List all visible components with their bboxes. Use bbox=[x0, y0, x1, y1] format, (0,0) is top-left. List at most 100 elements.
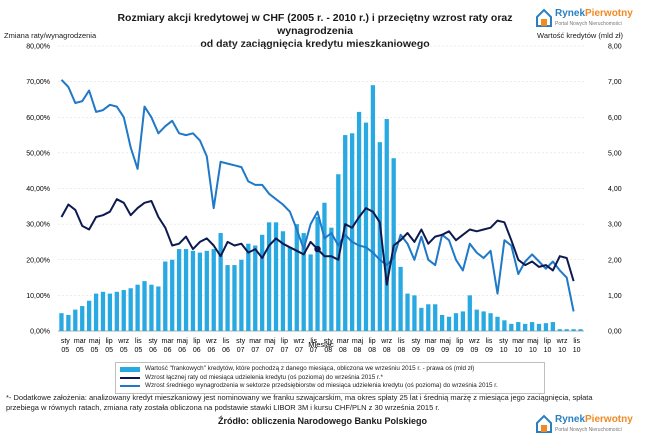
bar bbox=[516, 322, 521, 331]
x-tick-month: wrz bbox=[380, 338, 392, 345]
x-axis-ticks: sty05mar05maj05lip05wrz05lis05sty06mar06… bbox=[61, 338, 581, 354]
legend-swatch-installment bbox=[120, 376, 140, 379]
bar bbox=[59, 313, 64, 331]
left-axis-ticks: 0,00% 10,00% 20,00% 30,00% 40,00% 50,00% 60,00… bbox=[26, 44, 50, 336]
x-tick-year: 10 bbox=[544, 347, 552, 354]
x-tick-year: 10 bbox=[529, 347, 537, 354]
legend-label-installment: Wzrost łącznej raty od miesiąca udzielen… bbox=[145, 373, 383, 381]
right-tick-label: 6,00 bbox=[608, 115, 622, 122]
x-tick-month: mar bbox=[249, 338, 262, 345]
bar bbox=[190, 250, 196, 331]
bar bbox=[176, 249, 182, 331]
bar bbox=[301, 233, 306, 331]
bar bbox=[336, 174, 341, 331]
x-tick-month: wrz bbox=[556, 338, 568, 345]
logo-tagline-bottom: Portal Nowych Nieruchomości bbox=[555, 427, 622, 433]
bar bbox=[481, 311, 486, 331]
x-tick-month: lis bbox=[135, 338, 142, 345]
x-tick-year: 08 bbox=[324, 347, 332, 354]
bar bbox=[384, 119, 389, 331]
x-tick-month: mar bbox=[425, 338, 438, 345]
x-tick-month: maj bbox=[352, 338, 364, 345]
x-tick-year: 06 bbox=[222, 347, 230, 354]
legend-label-bars: Wartość "frankowych" kredytów, które poc… bbox=[145, 365, 475, 372]
bar bbox=[121, 290, 126, 331]
bar bbox=[280, 231, 286, 331]
x-tick-year: 09 bbox=[485, 347, 493, 354]
right-tick-label: 4,00 bbox=[608, 186, 622, 193]
bar bbox=[170, 259, 175, 331]
bar bbox=[564, 329, 569, 331]
x-tick-year: 09 bbox=[412, 347, 420, 354]
left-tick-label: 50,00% bbox=[26, 150, 50, 157]
x-tick-month: lis bbox=[310, 338, 317, 345]
bar bbox=[495, 316, 500, 331]
x-tick-month: wrz bbox=[117, 338, 129, 345]
chart-canvas: 0,00% 10,00% 20,00% 30,00% 40,00% 50,00% 60,00… bbox=[26, 44, 622, 355]
x-tick-year: 08 bbox=[397, 347, 405, 354]
bar bbox=[329, 227, 334, 331]
right-tick-label: 1,00 bbox=[608, 293, 622, 300]
x-tick-year: 10 bbox=[500, 347, 508, 354]
bar bbox=[211, 249, 216, 331]
left-tick-label: 60,00% bbox=[26, 115, 50, 122]
bar bbox=[308, 254, 313, 331]
x-tick-month: lip bbox=[281, 338, 288, 345]
bar bbox=[433, 304, 438, 331]
left-tick-label: 40,00% bbox=[26, 186, 50, 193]
bar bbox=[93, 293, 99, 331]
x-tick-year: 06 bbox=[149, 347, 157, 354]
bar bbox=[467, 295, 472, 331]
x-tick-year: 05 bbox=[134, 347, 142, 354]
bar bbox=[239, 259, 244, 331]
x-tick-year: 05 bbox=[76, 347, 84, 354]
rynekpierwotny-logo-bottom: RynekPierwotny Portal Nowych Nieruchomoś… bbox=[533, 412, 633, 438]
bar bbox=[523, 323, 528, 331]
x-tick-month: lis bbox=[486, 338, 493, 345]
bar bbox=[100, 291, 106, 331]
bar bbox=[453, 313, 459, 331]
bar bbox=[474, 309, 479, 331]
bar bbox=[398, 266, 403, 331]
x-tick-year: 08 bbox=[339, 347, 347, 354]
x-tick-month: sty bbox=[411, 338, 420, 345]
annotation-point bbox=[314, 245, 321, 253]
logo-tagline: Portal Nowych Nieruchomości bbox=[555, 21, 622, 27]
x-tick-month: maj bbox=[177, 338, 189, 345]
wage-growth-line bbox=[60, 79, 575, 312]
x-tick-year: 05 bbox=[61, 347, 69, 354]
x-tick-month: sty bbox=[148, 338, 157, 345]
bar bbox=[232, 265, 237, 331]
bar bbox=[128, 288, 133, 331]
bar bbox=[419, 307, 424, 331]
x-tick-year: 09 bbox=[456, 347, 464, 354]
left-tick-label: 20,00% bbox=[26, 257, 50, 264]
bar bbox=[225, 265, 230, 331]
x-tick-month: mar bbox=[74, 338, 87, 345]
x-axis-title: Miesiąc bbox=[308, 340, 334, 349]
x-tick-year: 09 bbox=[441, 347, 449, 354]
x-tick-year: 10 bbox=[558, 347, 566, 354]
bar bbox=[246, 243, 251, 331]
bar bbox=[66, 314, 71, 331]
x-tick-month: wrz bbox=[468, 338, 480, 345]
x-tick-year: 07 bbox=[295, 347, 303, 354]
x-tick-year: 06 bbox=[178, 347, 186, 354]
bar bbox=[536, 323, 542, 331]
line-series bbox=[60, 79, 575, 312]
bar bbox=[502, 320, 507, 331]
bar bbox=[370, 85, 376, 331]
x-tick-year: 05 bbox=[120, 347, 128, 354]
x-tick-year: 07 bbox=[237, 347, 245, 354]
bar bbox=[156, 286, 161, 331]
bar bbox=[218, 233, 223, 331]
right-tick-label: 2,00 bbox=[608, 257, 622, 264]
bar bbox=[86, 300, 92, 331]
right-tick-label: 7,00 bbox=[608, 79, 622, 86]
right-axis-ticks: 0,00 1,00 2,00 3,00 4,00 5,00 6,00 7,00 8,00 bbox=[608, 44, 622, 336]
x-tick-month: lis bbox=[573, 338, 580, 345]
left-tick-label: 0,00% bbox=[30, 329, 50, 336]
bar bbox=[149, 284, 154, 331]
bar bbox=[142, 281, 147, 331]
x-tick-month: maj bbox=[440, 338, 452, 345]
